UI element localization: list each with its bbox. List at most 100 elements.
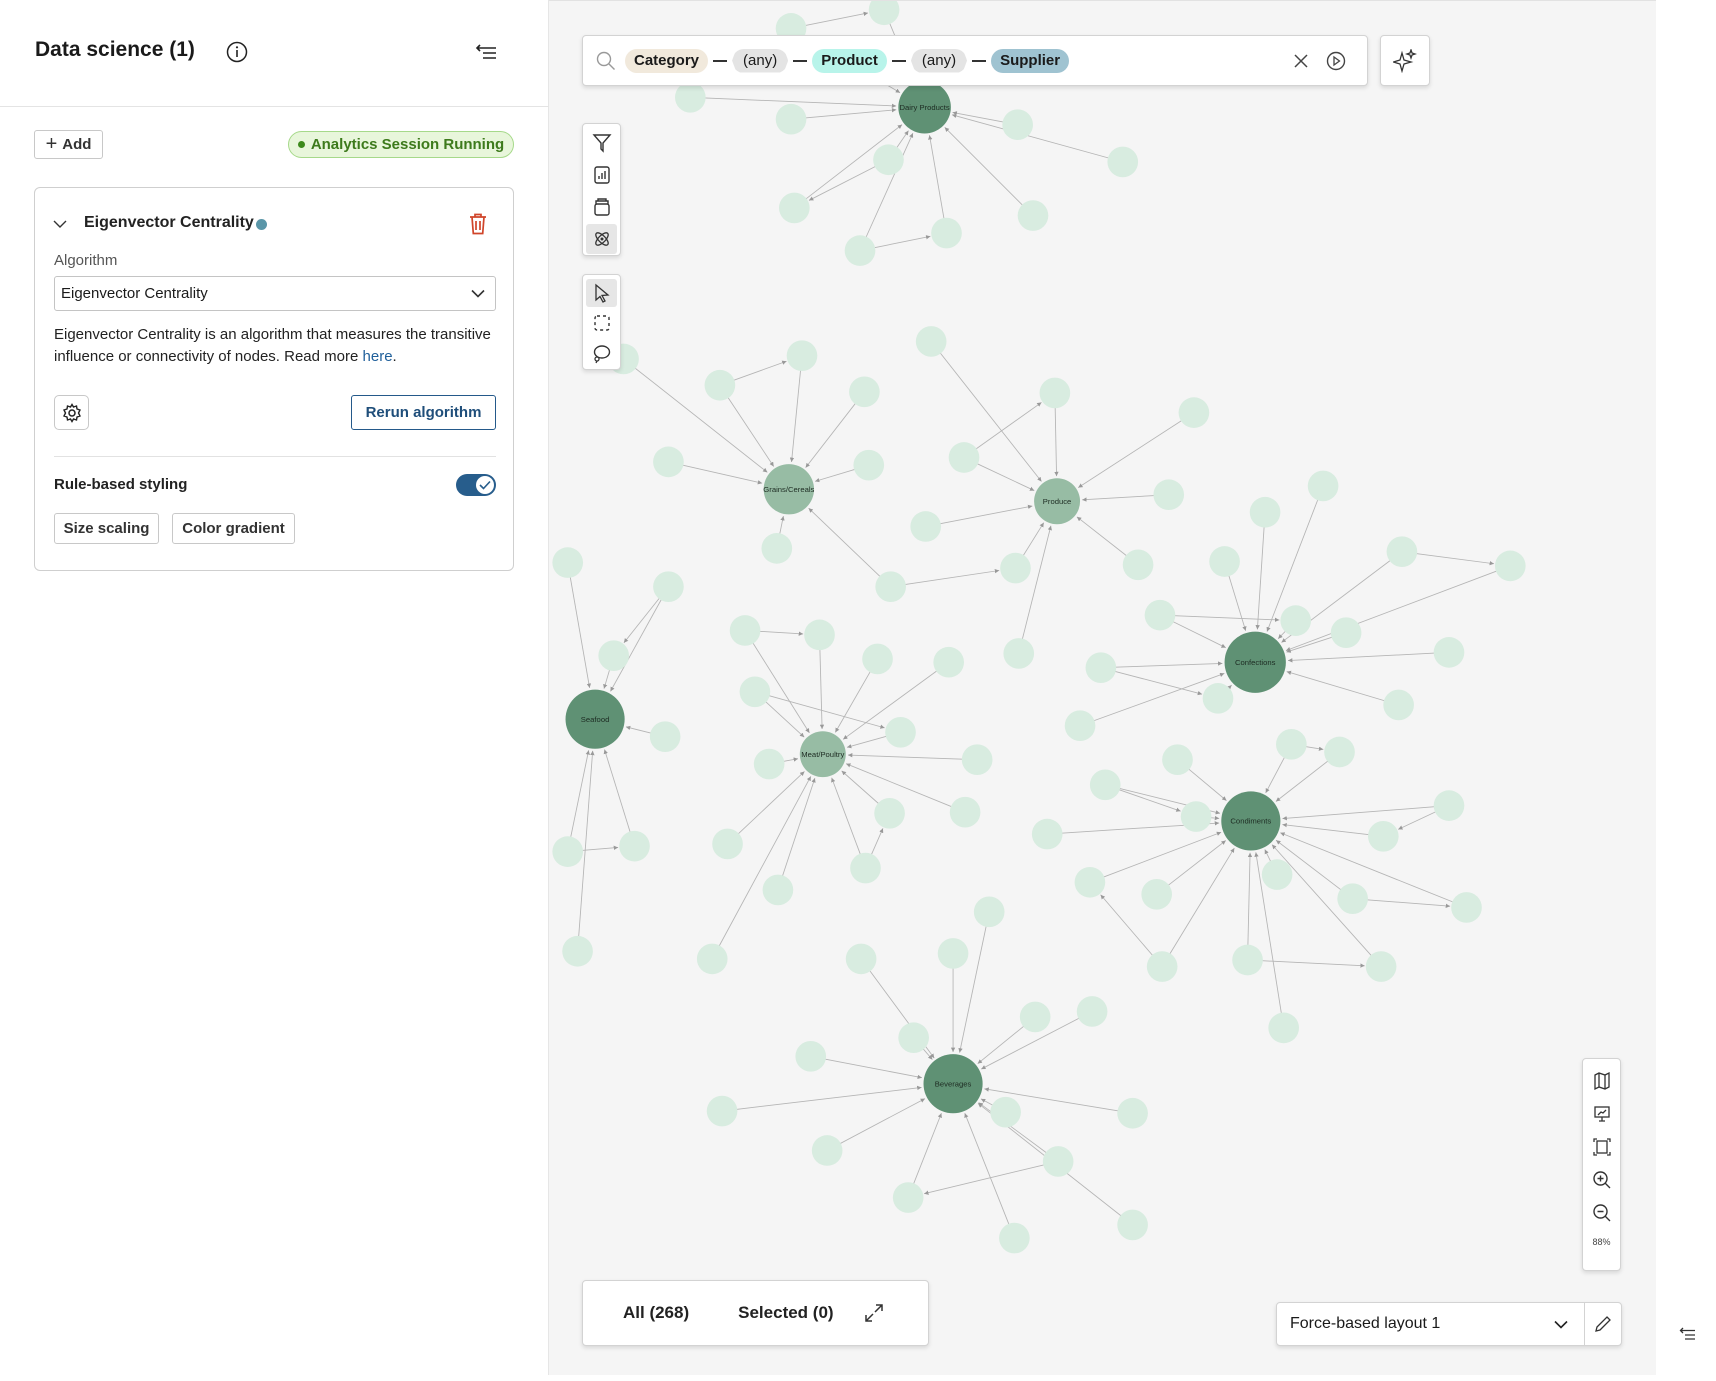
graph-node[interactable] xyxy=(1153,479,1185,511)
info-icon[interactable] xyxy=(226,41,248,63)
rule-based-styling-toggle[interactable] xyxy=(456,474,496,496)
graph-node[interactable] xyxy=(1003,638,1035,669)
graph-node[interactable] xyxy=(619,830,650,862)
graph-node[interactable] xyxy=(1180,801,1212,832)
graph-hub-node[interactable]: Seafood xyxy=(565,689,625,749)
graph-visualization[interactable]: Dairy Products Grains/Cereals Produce Confe… xyxy=(549,0,1656,1376)
pointer-icon[interactable] xyxy=(586,279,617,308)
graph-node[interactable] xyxy=(931,217,962,249)
graph-node[interactable] xyxy=(853,449,885,481)
graph-node[interactable] xyxy=(696,943,728,975)
graph-node[interactable] xyxy=(1178,397,1210,428)
graph-node[interactable] xyxy=(850,852,881,884)
read-more-link[interactable]: here xyxy=(362,348,393,365)
graph-node[interactable] xyxy=(1249,496,1281,528)
lasso-icon[interactable] xyxy=(586,340,617,368)
zoom-in-icon[interactable] xyxy=(1586,1164,1617,1195)
settings-button[interactable] xyxy=(54,395,89,430)
graph-node[interactable] xyxy=(1162,744,1193,775)
graph-node[interactable] xyxy=(844,235,876,266)
graph-node[interactable] xyxy=(1202,683,1234,714)
graph-node[interactable] xyxy=(862,643,893,675)
graph-node[interactable] xyxy=(1019,1001,1051,1033)
graph-node[interactable] xyxy=(1042,1146,1074,1177)
presentation-icon[interactable] xyxy=(1586,1098,1617,1129)
graph-node[interactable] xyxy=(1451,892,1482,923)
graph-hub-node[interactable]: Beverages xyxy=(923,1054,983,1114)
data-science-icon[interactable] xyxy=(586,224,617,254)
color-gradient-button[interactable]: Color gradient xyxy=(172,513,295,544)
graph-node[interactable] xyxy=(1209,546,1240,577)
graph-node[interactable] xyxy=(1268,1012,1300,1044)
graph-node[interactable] xyxy=(973,896,1005,928)
edit-layout-button[interactable] xyxy=(1584,1303,1621,1345)
graph-node[interactable] xyxy=(1002,109,1033,141)
graph-node[interactable] xyxy=(1117,1209,1148,1241)
graph-node[interactable] xyxy=(704,369,736,401)
graph-hub-node[interactable]: Condiments xyxy=(1221,791,1281,851)
graph-hub-node[interactable]: Grains/Cereals xyxy=(763,464,815,515)
filter-icon[interactable] xyxy=(586,128,617,158)
graph-node[interactable] xyxy=(1276,729,1307,760)
graph-hub-node[interactable]: Produce xyxy=(1034,478,1081,525)
expand-panel-icon[interactable] xyxy=(1679,1326,1697,1342)
graph-node[interactable] xyxy=(1117,1097,1148,1129)
graph-node[interactable] xyxy=(552,547,584,578)
graph-node[interactable] xyxy=(1433,790,1465,821)
graph-node[interactable] xyxy=(1039,377,1071,409)
graph-node[interactable] xyxy=(910,511,942,542)
add-button[interactable]: + Add xyxy=(34,130,103,159)
graph-node[interactable] xyxy=(739,676,771,708)
zoom-out-icon[interactable] xyxy=(1586,1197,1617,1228)
box-select-icon[interactable] xyxy=(586,309,617,337)
clear-icon[interactable] xyxy=(1293,53,1309,69)
rerun-algorithm-button[interactable]: Rerun algorithm xyxy=(351,395,496,430)
graph-node[interactable] xyxy=(961,744,993,775)
graph-node[interactable] xyxy=(649,721,681,752)
graph-hub-node[interactable]: Meat/Poultry xyxy=(799,731,846,778)
graph-node[interactable] xyxy=(1000,552,1031,584)
statistics-icon[interactable] xyxy=(586,160,617,190)
graph-node[interactable] xyxy=(1433,637,1465,668)
query-chip[interactable]: Category xyxy=(625,48,709,73)
graph-node[interactable] xyxy=(892,1182,924,1213)
query-chip[interactable]: Product xyxy=(812,48,887,73)
graph-node[interactable] xyxy=(1085,652,1117,684)
graph-hub-node[interactable]: Dairy Products xyxy=(898,80,951,134)
graph-node[interactable] xyxy=(949,796,981,828)
graph-node[interactable] xyxy=(811,1135,843,1166)
query-chip[interactable]: (any) xyxy=(910,48,968,73)
graph-node[interactable] xyxy=(1017,200,1049,231)
algorithm-select[interactable]: Eigenvector Centrality xyxy=(54,276,496,311)
graph-node[interactable] xyxy=(873,144,904,176)
graph-node[interactable] xyxy=(1330,617,1362,648)
graph-node[interactable] xyxy=(1367,820,1399,852)
fit-to-screen-icon[interactable] xyxy=(1586,1131,1617,1162)
graph-node[interactable] xyxy=(795,1041,827,1072)
graph-node[interactable] xyxy=(999,1222,1030,1254)
graph-node[interactable] xyxy=(706,1095,738,1127)
query-chip[interactable]: Supplier xyxy=(991,48,1070,73)
trash-icon[interactable] xyxy=(467,212,489,236)
graph-node[interactable] xyxy=(1365,951,1397,982)
graph-node[interactable] xyxy=(712,828,743,860)
graph-node[interactable] xyxy=(898,1022,929,1054)
graph-node[interactable] xyxy=(915,326,947,357)
graph-canvas[interactable]: Dairy Products Grains/Cereals Produce Confe… xyxy=(549,0,1656,1375)
graph-node[interactable] xyxy=(1383,689,1414,721)
ai-assist-button[interactable] xyxy=(1380,35,1430,86)
graph-node[interactable] xyxy=(775,103,807,135)
graph-node[interactable] xyxy=(1337,883,1368,915)
query-chip[interactable]: (any) xyxy=(732,48,789,73)
graph-hub-node[interactable]: Confections xyxy=(1224,631,1286,693)
graph-node[interactable] xyxy=(804,619,835,651)
map-icon[interactable] xyxy=(1586,1065,1617,1096)
graph-node[interactable] xyxy=(598,640,630,671)
graph-node[interactable] xyxy=(1064,710,1096,742)
graph-node[interactable] xyxy=(1324,736,1355,768)
collapse-panel-icon[interactable] xyxy=(475,42,499,62)
graph-node[interactable] xyxy=(868,0,900,26)
graph-node[interactable] xyxy=(1307,470,1339,502)
graph-node[interactable] xyxy=(874,797,905,829)
graph-node[interactable] xyxy=(1261,859,1293,890)
